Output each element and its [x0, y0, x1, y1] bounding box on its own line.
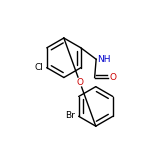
Text: O: O [76, 78, 83, 87]
Text: Br: Br [65, 111, 75, 120]
Text: O: O [110, 73, 117, 82]
Text: Cl: Cl [34, 63, 43, 72]
Text: NH: NH [97, 55, 110, 64]
